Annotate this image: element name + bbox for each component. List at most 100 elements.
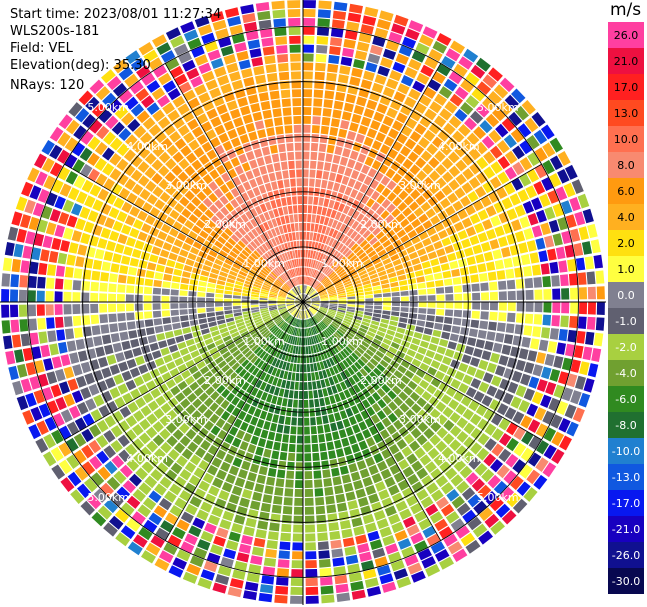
range-gate bbox=[290, 426, 297, 435]
range-gate bbox=[299, 382, 303, 390]
range-gate bbox=[390, 341, 400, 350]
range-gate bbox=[202, 100, 215, 112]
range-gate bbox=[216, 104, 228, 115]
range-gate bbox=[326, 72, 337, 82]
range-gate bbox=[512, 411, 525, 425]
range-gate bbox=[357, 543, 370, 554]
range-gate bbox=[482, 219, 493, 230]
range-gate bbox=[298, 310, 302, 319]
range-gate bbox=[294, 336, 298, 345]
range-gate bbox=[322, 415, 329, 424]
range-gate bbox=[370, 414, 381, 424]
range-gate bbox=[344, 139, 354, 149]
range-gate bbox=[354, 50, 368, 61]
range-gate bbox=[329, 304, 338, 308]
range-gate bbox=[365, 302, 374, 305]
range-gate bbox=[564, 404, 577, 419]
range-gate bbox=[231, 362, 240, 371]
colorbar-segment bbox=[608, 74, 644, 101]
range-gate bbox=[252, 313, 261, 319]
range-gate bbox=[303, 62, 314, 71]
range-gate bbox=[503, 134, 517, 149]
range-gate bbox=[499, 433, 512, 447]
range-gate bbox=[4, 242, 15, 256]
range-gate bbox=[430, 258, 440, 267]
range-gate bbox=[232, 457, 243, 468]
range-gate bbox=[189, 496, 202, 508]
range-gate bbox=[130, 103, 145, 117]
range-gate bbox=[164, 266, 174, 275]
range-gate bbox=[345, 357, 353, 366]
range-gate bbox=[293, 288, 299, 295]
range-gate bbox=[226, 213, 235, 223]
range-gate bbox=[224, 294, 232, 299]
range-gate bbox=[226, 403, 235, 414]
range-gate bbox=[346, 454, 355, 465]
range-gate bbox=[325, 189, 332, 199]
range-gate bbox=[359, 368, 368, 377]
range-gate bbox=[352, 394, 361, 404]
range-gate bbox=[382, 535, 396, 546]
range-gate bbox=[278, 415, 285, 425]
range-gate bbox=[148, 512, 163, 526]
range-gate bbox=[435, 475, 449, 488]
range-gate bbox=[221, 217, 231, 227]
range-gate bbox=[243, 21, 258, 32]
range-gate bbox=[350, 243, 359, 252]
range-gate bbox=[252, 167, 261, 178]
range-gate bbox=[235, 280, 244, 286]
range-gate bbox=[255, 226, 263, 235]
range-ring-label: 2.00km bbox=[360, 374, 402, 387]
range-gate bbox=[230, 234, 240, 243]
range-gate bbox=[325, 432, 333, 442]
range-gate bbox=[216, 254, 226, 262]
range-gate bbox=[405, 421, 416, 432]
range-gate bbox=[264, 318, 273, 324]
range-gate bbox=[319, 308, 327, 313]
range-gate bbox=[132, 489, 146, 502]
range-gate bbox=[274, 281, 282, 288]
range-gate bbox=[298, 222, 303, 231]
range-gate bbox=[297, 267, 300, 276]
range-gate bbox=[391, 492, 404, 504]
range-gate bbox=[202, 265, 212, 272]
range-gate bbox=[404, 370, 415, 379]
range-gate bbox=[298, 258, 301, 267]
range-gate bbox=[269, 291, 278, 296]
range-gate bbox=[335, 314, 344, 320]
range-gate bbox=[226, 254, 236, 262]
range-gate bbox=[58, 459, 73, 475]
range-gate bbox=[341, 474, 352, 484]
range-gate bbox=[393, 370, 404, 379]
range-gate bbox=[445, 294, 454, 301]
range-gate bbox=[174, 138, 187, 150]
range-gate bbox=[308, 259, 312, 268]
range-gate bbox=[59, 381, 70, 395]
range-gate bbox=[233, 117, 244, 128]
range-gate bbox=[332, 278, 341, 284]
range-gate bbox=[239, 134, 250, 144]
range-gate bbox=[257, 10, 271, 21]
range-gate bbox=[241, 381, 250, 391]
range-gate bbox=[20, 214, 31, 229]
range-gate bbox=[311, 302, 320, 304]
range-gate bbox=[280, 311, 289, 316]
range-gate bbox=[123, 349, 134, 360]
range-gate bbox=[341, 111, 352, 121]
range-gate bbox=[177, 171, 189, 183]
range-gate bbox=[255, 320, 264, 326]
range-gate bbox=[260, 429, 269, 439]
range-gate bbox=[400, 75, 414, 87]
range-gate bbox=[351, 517, 363, 528]
range-gate bbox=[374, 302, 383, 306]
range-gate bbox=[185, 152, 197, 164]
range-gate bbox=[506, 279, 516, 290]
range-gate bbox=[398, 190, 409, 201]
range-gate bbox=[65, 119, 80, 135]
range-gate bbox=[228, 224, 237, 233]
range-gate bbox=[284, 272, 290, 280]
range-gate bbox=[342, 418, 351, 428]
range-gate bbox=[458, 56, 473, 70]
range-gate bbox=[199, 214, 210, 224]
range-gate bbox=[309, 289, 315, 296]
